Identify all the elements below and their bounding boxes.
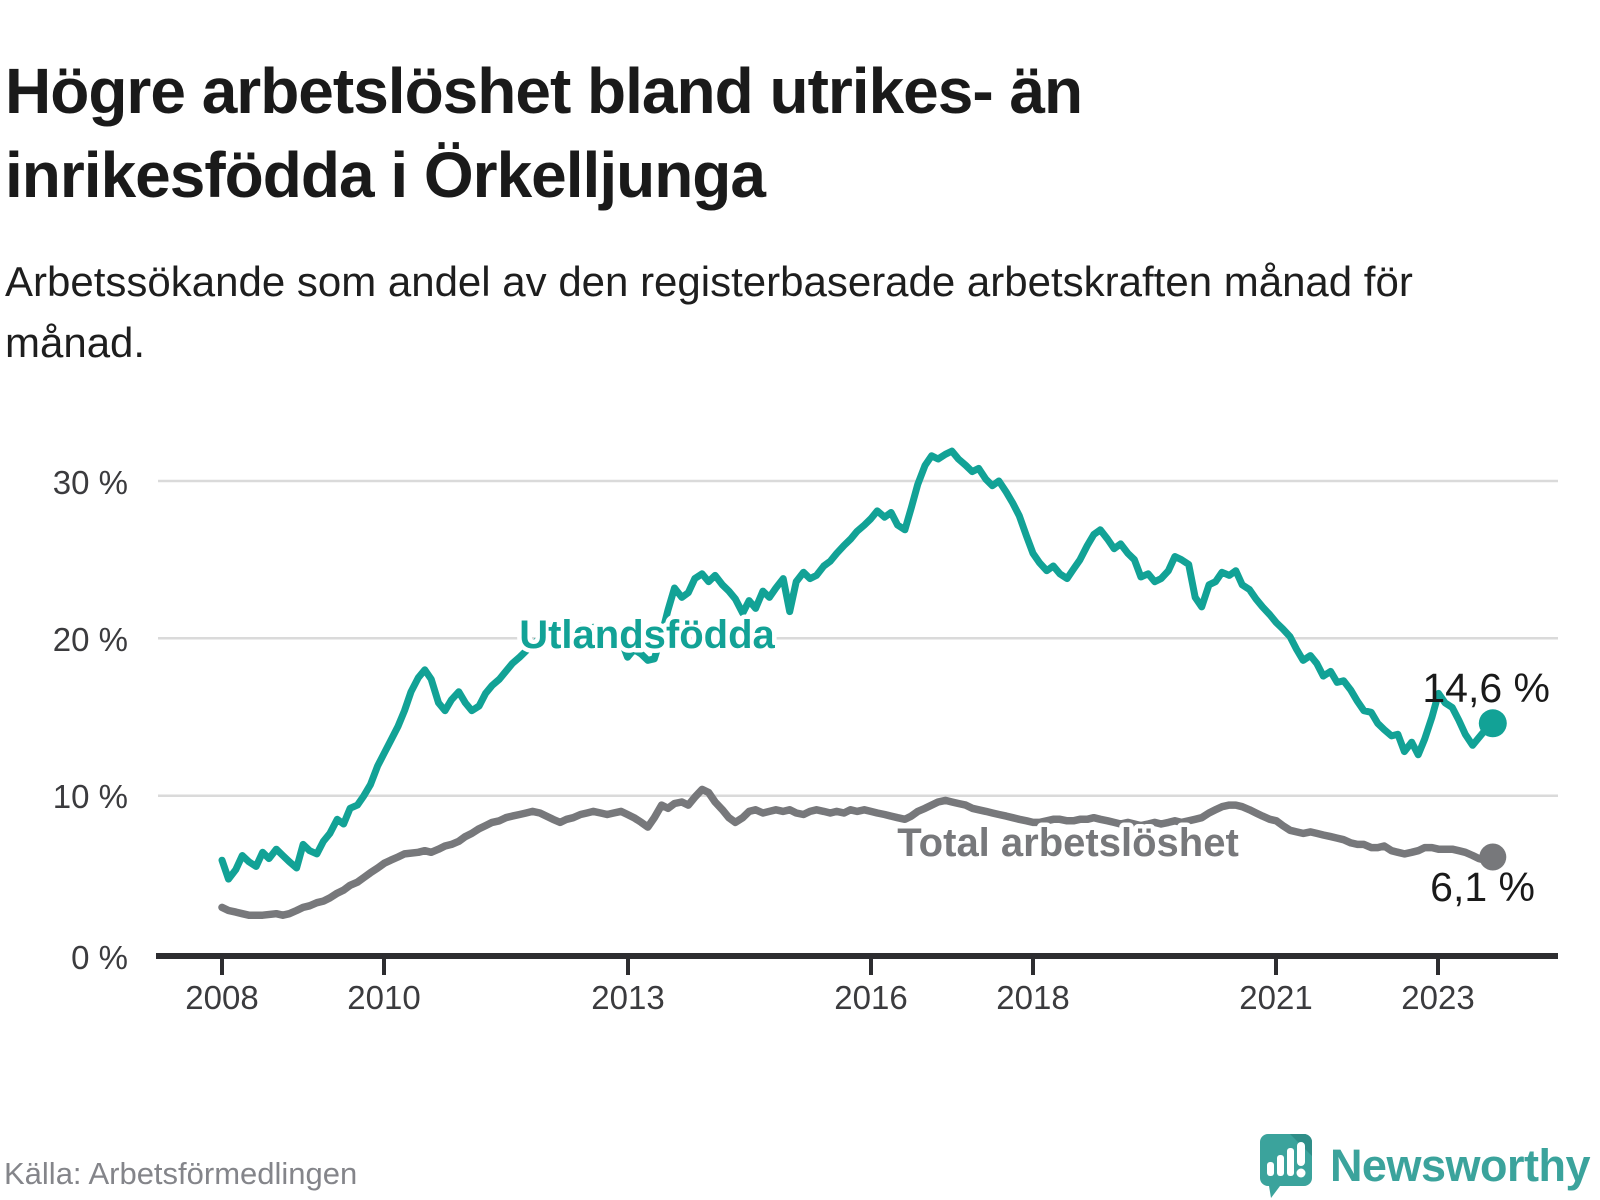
brand-footer: Newsworthy [1256,1132,1591,1200]
x-axis-labels: 2008 2010 2013 2016 2018 2021 2023 [185,979,1474,1016]
x-label-2021: 2021 [1239,979,1312,1016]
y-label-20: 20 % [53,621,128,658]
series-label-utlandsfodda: Utlandsfödda [519,613,775,657]
brand-name: Newsworthy [1329,1140,1591,1191]
series-line-total [218,785,1497,919]
x-label-2010: 2010 [347,979,420,1016]
x-axis-ticks [220,958,1440,975]
source-note: Källa: Arbetsförmedlingen [4,1156,358,1191]
x-label-2023: 2023 [1401,979,1474,1016]
x-label-2016: 2016 [834,979,907,1016]
chart-subtitle: Arbetssökande som andel av den registerb… [5,258,1413,366]
value-label-utlandsfodda: 14,6 % [1422,665,1550,711]
page-title: Högre arbetslöshet bland utrikes- än inr… [5,54,1083,212]
value-label-total: 6,1 % [1430,864,1535,910]
series-lines [218,447,1497,919]
end-dot-total [1479,843,1507,871]
x-label-2013: 2013 [591,979,664,1016]
y-label-0: 0 % [71,939,128,976]
series-labels: Utlandsfödda Total arbetslöshet [515,609,1244,870]
value-labels: 14,6 % 6,1 % [1422,665,1550,910]
end-dot-utlandsfodda [1478,709,1507,738]
series-label-total: Total arbetslöshet [897,821,1239,865]
x-axis: 2008 2010 2013 2016 2018 2021 2023 [156,953,1558,1016]
series-line-utlandsfodda [218,447,1497,883]
newsworthy-logo-icon [1259,1134,1312,1198]
y-label-30: 30 % [53,464,128,501]
x-label-2018: 2018 [996,979,1069,1016]
y-label-10: 10 % [53,778,128,815]
series-end-dots [1478,709,1507,871]
gridlines [158,479,1558,797]
x-label-2008: 2008 [185,979,258,1016]
y-axis-labels: 0 % 10 % 20 % 30 % [53,464,128,976]
